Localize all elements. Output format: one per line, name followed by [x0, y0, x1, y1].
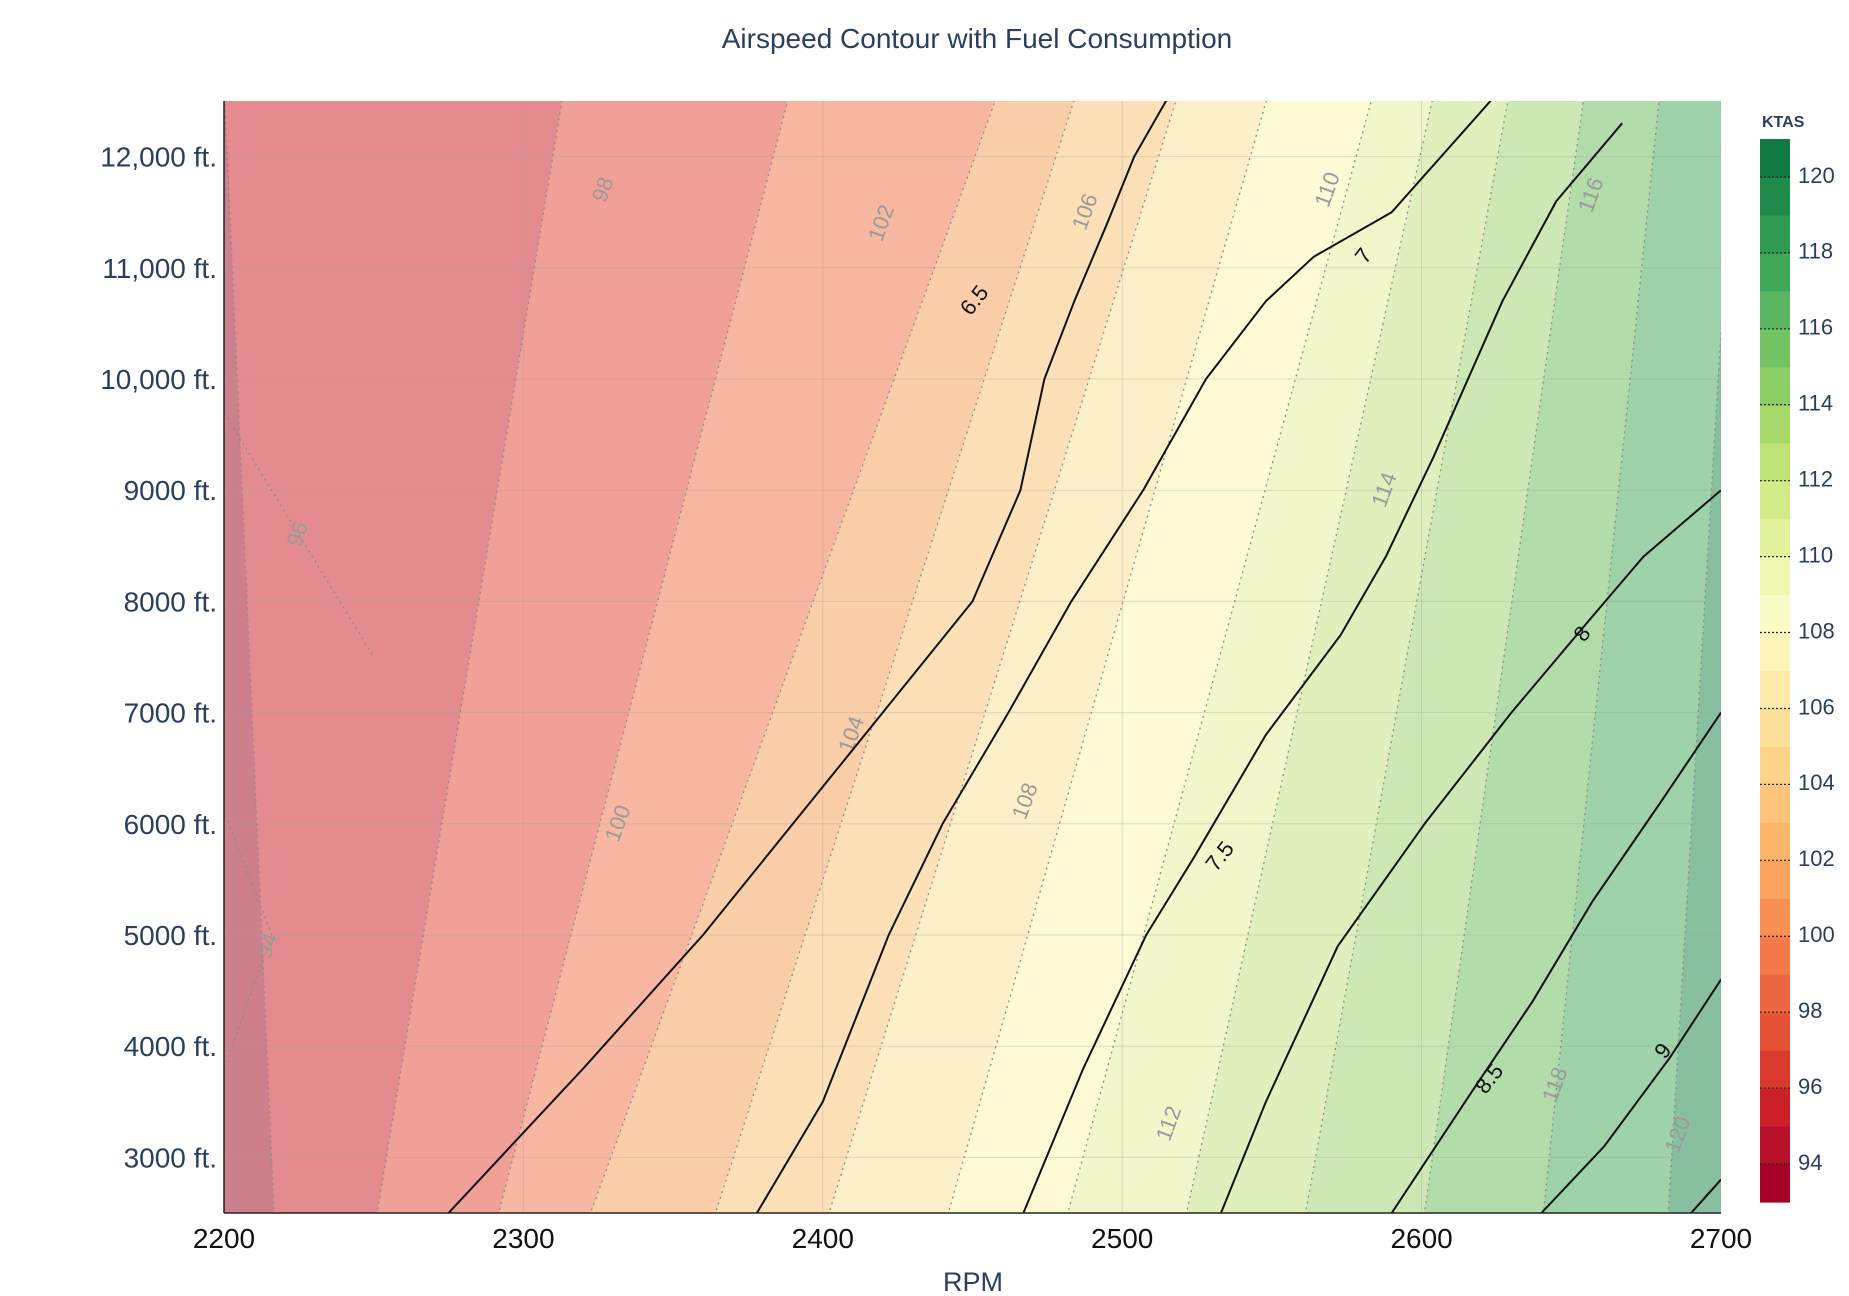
ktas-boundary-116: [1423, 101, 1585, 1213]
colorbar-segment: [1760, 822, 1790, 861]
ktas-boundary-96: [224, 101, 275, 1213]
ktas-boundary-118: [1542, 101, 1660, 1213]
colorbar-segment: [1760, 1050, 1790, 1089]
colorbar-segment: [1760, 1088, 1790, 1127]
colorbar-segment: [1760, 556, 1790, 596]
colorbar-tick-label: 118: [1798, 239, 1833, 264]
y-tick-label: 10,000 ft.: [100, 364, 217, 395]
colorbar-tick-label: 104: [1798, 770, 1835, 795]
colorbar-tick-label: 106: [1798, 694, 1835, 719]
x-tick-label: 2600: [1390, 1223, 1452, 1254]
colorbar-segment: [1760, 442, 1790, 482]
colorbar-segment: [1760, 1012, 1790, 1051]
y-tick-label: 6000 ft.: [124, 809, 217, 840]
fuel-contour-lines: [447, 101, 1721, 1213]
x-tick-label: 2300: [492, 1223, 554, 1254]
fuel-contour-7: [756, 101, 1492, 1213]
colorbar-segment: [1760, 518, 1790, 558]
colorbar-tick-label: 112: [1798, 466, 1833, 491]
colorbar-segment: [1760, 860, 1790, 899]
colorbar-segment: [1760, 746, 1790, 785]
ktas-contour-lines: [224, 101, 1721, 1213]
colorbar-segment: [1760, 670, 1790, 710]
colorbar-tick-label: 114: [1798, 391, 1833, 416]
ktas-boundary-102: [589, 101, 996, 1213]
colorbar-tick-label: 102: [1798, 846, 1835, 871]
y-tick-label: 5000 ft.: [124, 920, 217, 951]
colorbar-segment: [1760, 480, 1790, 520]
colorbar-tick-label: 96: [1798, 1074, 1822, 1099]
ktas-boundary-112: [1185, 101, 1433, 1213]
x-axis-label: RPM: [943, 1267, 1003, 1296]
ktas-boundary-98: [376, 101, 563, 1213]
colorbar-segment: [1760, 632, 1790, 672]
chart-title: Airspeed Contour with Fuel Consumption: [722, 23, 1232, 54]
colorbar-segment: [1760, 328, 1790, 368]
ktas-band-118: [1543, 101, 1721, 1213]
y-tick-label: 3000 ft.: [124, 1142, 217, 1173]
x-tick-label: 2500: [1091, 1223, 1153, 1254]
colorbar-segment: [1760, 974, 1790, 1013]
y-tick-label: 7000 ft.: [124, 698, 217, 729]
y-tick-label: 11,000 ft.: [102, 253, 217, 284]
colorbar: 94 96 98 100 102 104 106 108 110 112 114 116 118 120: [1760, 139, 1835, 1203]
x-tick-label: 2200: [193, 1223, 255, 1254]
colorbar-segment: [1760, 366, 1790, 406]
y-tick-label: 12,000 ft.: [100, 142, 217, 173]
colorbar-tick-label: 108: [1798, 618, 1835, 643]
x-tick-label: 2400: [792, 1223, 854, 1254]
y-tick-label: 8000 ft.: [124, 586, 217, 617]
colorbar-tick-label: 94: [1798, 1150, 1822, 1175]
colorbar-segment: [1760, 139, 1790, 178]
x-tick-label: 2700: [1690, 1223, 1752, 1254]
y-tick-labels: 3000 ft. 4000 ft. 5000 ft. 6000 ft. 7000 ft.…: [100, 142, 217, 1174]
ktas-boundary-110: [1067, 101, 1372, 1213]
ktas-boundary-108: [947, 101, 1267, 1213]
colorbar-segment: [1760, 252, 1790, 292]
ktas-boundary-94-upper: [224, 812, 273, 936]
fuel-contour-8: [1220, 489, 1721, 1213]
colorbar-segment: [1760, 176, 1790, 216]
colorbar-segment: [1760, 594, 1790, 634]
colorbar-segment: [1760, 784, 1790, 823]
y-tick-label: 4000 ft.: [124, 1031, 217, 1062]
fuel-contour-edge: [1690, 1178, 1721, 1213]
colorbar-segment: [1760, 1126, 1790, 1165]
ktas-boundary-104: [714, 101, 1075, 1213]
ktas-bands: [224, 101, 1721, 1213]
colorbar-segment: [1760, 936, 1790, 975]
fuel-contour-7.5: [1022, 122, 1623, 1213]
colorbar-segment: [1760, 214, 1790, 254]
fuel-contour-8.5: [1390, 712, 1721, 1213]
x-tick-labels: 2200 2300 2400 2500 2600 2700: [193, 1223, 1752, 1254]
colorbar-tick-label: 98: [1798, 998, 1822, 1023]
colorbar-tick-label: 116: [1798, 315, 1833, 340]
colorbar-tick-label: 110: [1798, 542, 1833, 567]
ktas-boundary-120: [1667, 320, 1721, 1213]
colorbar-segment: [1760, 708, 1790, 748]
y-tick-label: 9000 ft.: [124, 475, 217, 506]
colorbar-tick-label: 120: [1798, 163, 1835, 188]
colorbar-title: KTAS: [1762, 114, 1805, 131]
colorbar-segment: [1760, 404, 1790, 444]
ktas-boundary-100: [497, 101, 789, 1213]
fuel-contour-6.5: [447, 101, 1168, 1213]
colorbar-segment: [1760, 898, 1790, 937]
colorbar-segment: [1760, 290, 1790, 330]
fuel-contour-9: [1540, 978, 1721, 1213]
colorbar-tick-label: 100: [1798, 922, 1835, 947]
colorbar-segment: [1760, 1164, 1790, 1203]
